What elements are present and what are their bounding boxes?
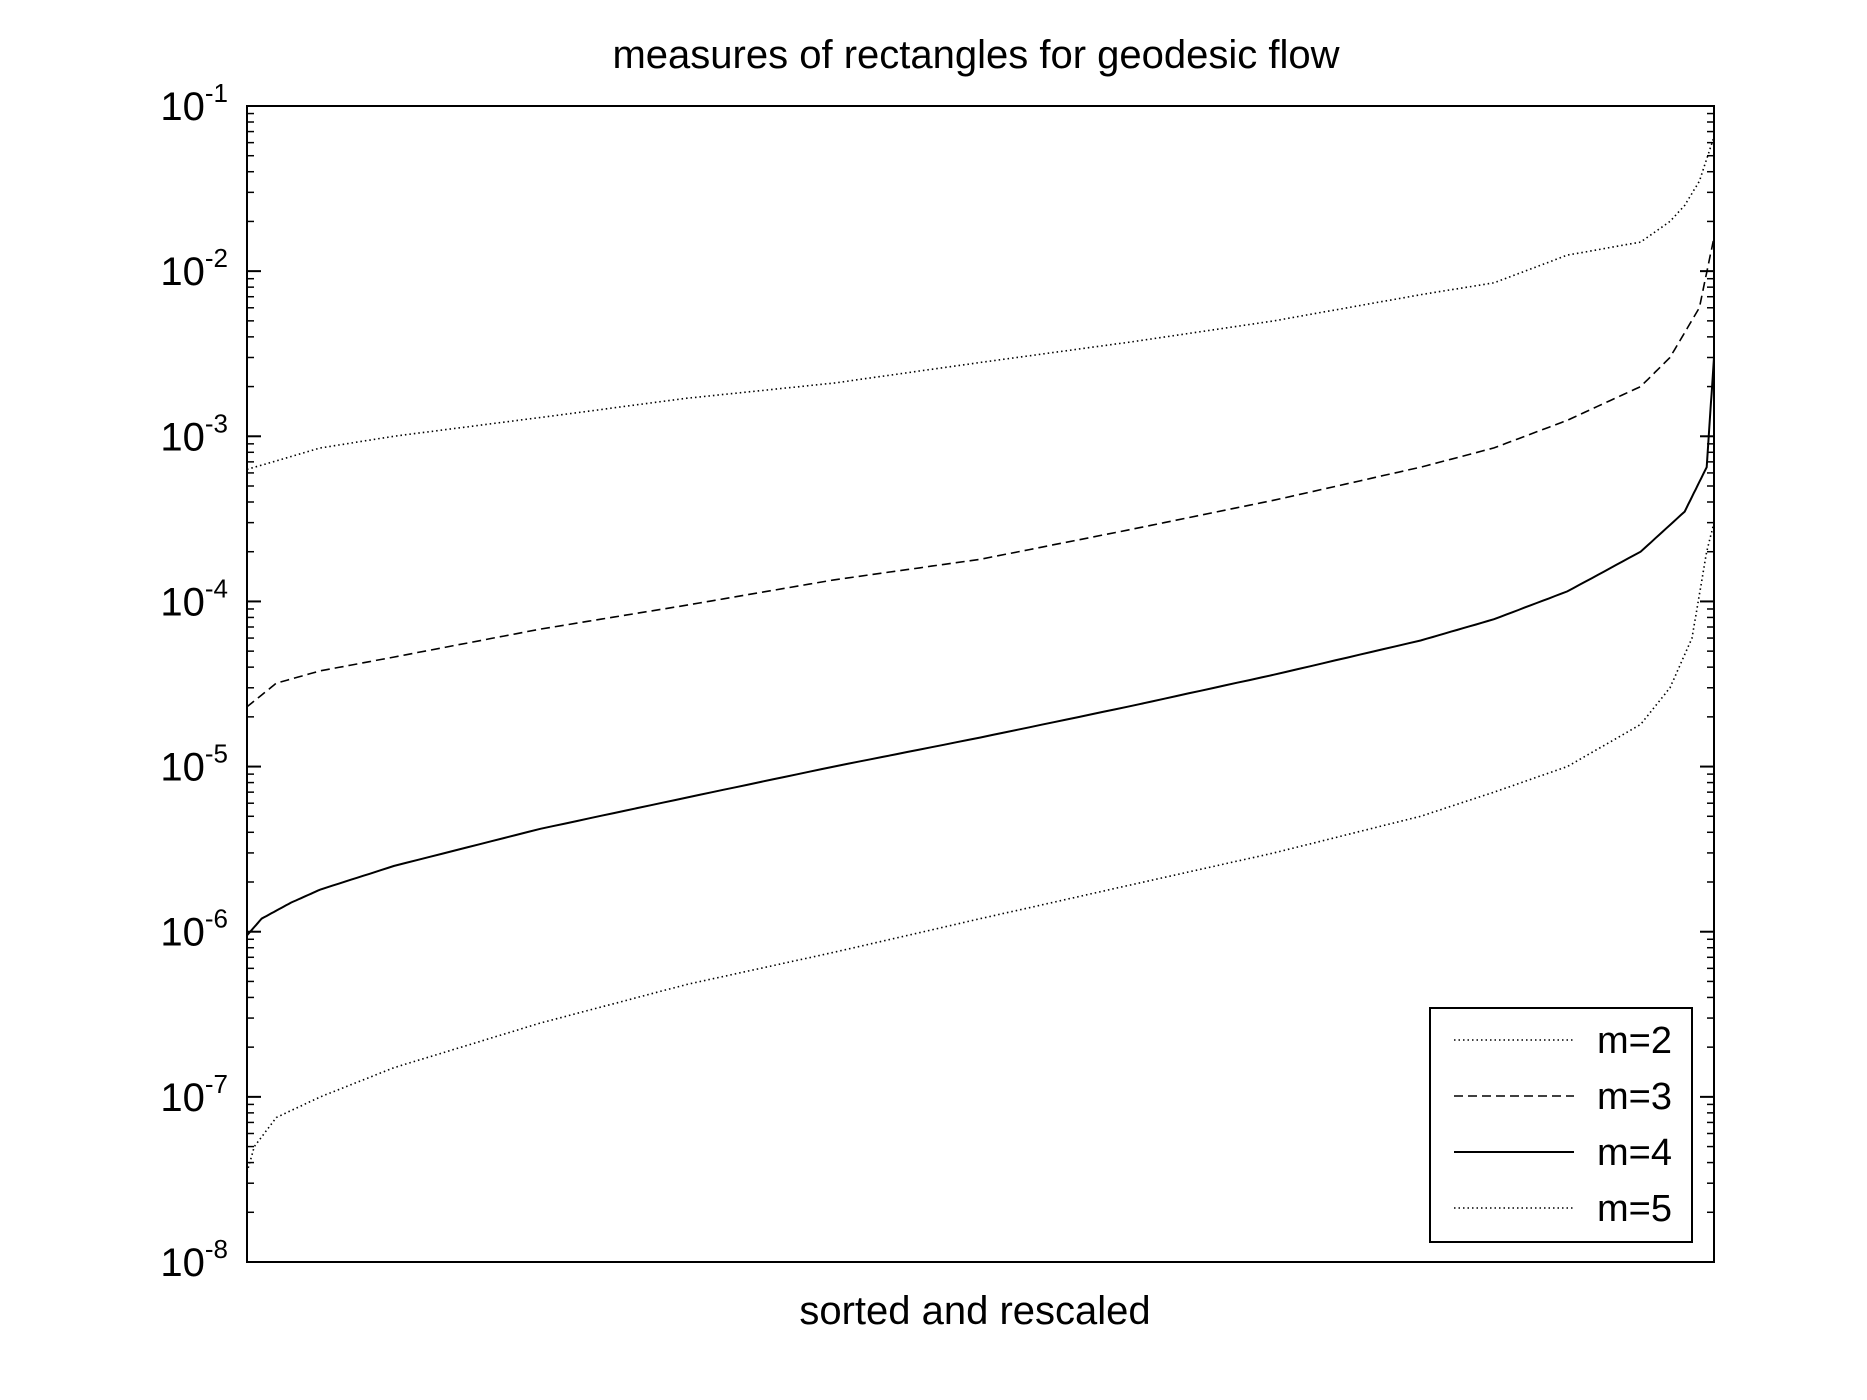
series-line-m5	[246, 522, 1715, 1173]
chart-title: measures of rectangles for geodesic flow	[612, 33, 1339, 77]
y-tick-label: 10-8	[160, 1234, 228, 1285]
y-tick-label: 10-7	[160, 1069, 228, 1120]
y-minor-ticks	[247, 105, 1714, 1263]
legend-box	[1429, 1007, 1693, 1243]
y-tick-label: 10-4	[160, 573, 228, 624]
legend: m=2 m=3 m=4 m=5	[1429, 1007, 1693, 1243]
series-line-m2	[246, 136, 1715, 471]
legend-label: m=5	[1597, 1188, 1672, 1230]
y-tick-labels: 10-1 10-2 10-3 10-4 10-5 10-6 10-7 10-8	[160, 78, 228, 1285]
y-tick-label: 10-5	[160, 739, 228, 790]
series-line-m4	[246, 357, 1715, 937]
y-tick-label: 10-6	[160, 904, 228, 955]
series-layer	[246, 136, 1715, 1173]
legend-label: m=3	[1597, 1076, 1672, 1118]
legend-label: m=2	[1597, 1020, 1672, 1062]
series-line-m3	[246, 237, 1715, 708]
y-tick-label: 10-3	[160, 408, 228, 459]
x-axis-label: sorted and rescaled	[799, 1289, 1150, 1333]
y-tick-label: 10-1	[160, 78, 228, 129]
plot-frame	[246, 105, 1715, 1263]
legend-label: m=4	[1597, 1132, 1672, 1174]
y-tick-label: 10-2	[160, 243, 228, 294]
